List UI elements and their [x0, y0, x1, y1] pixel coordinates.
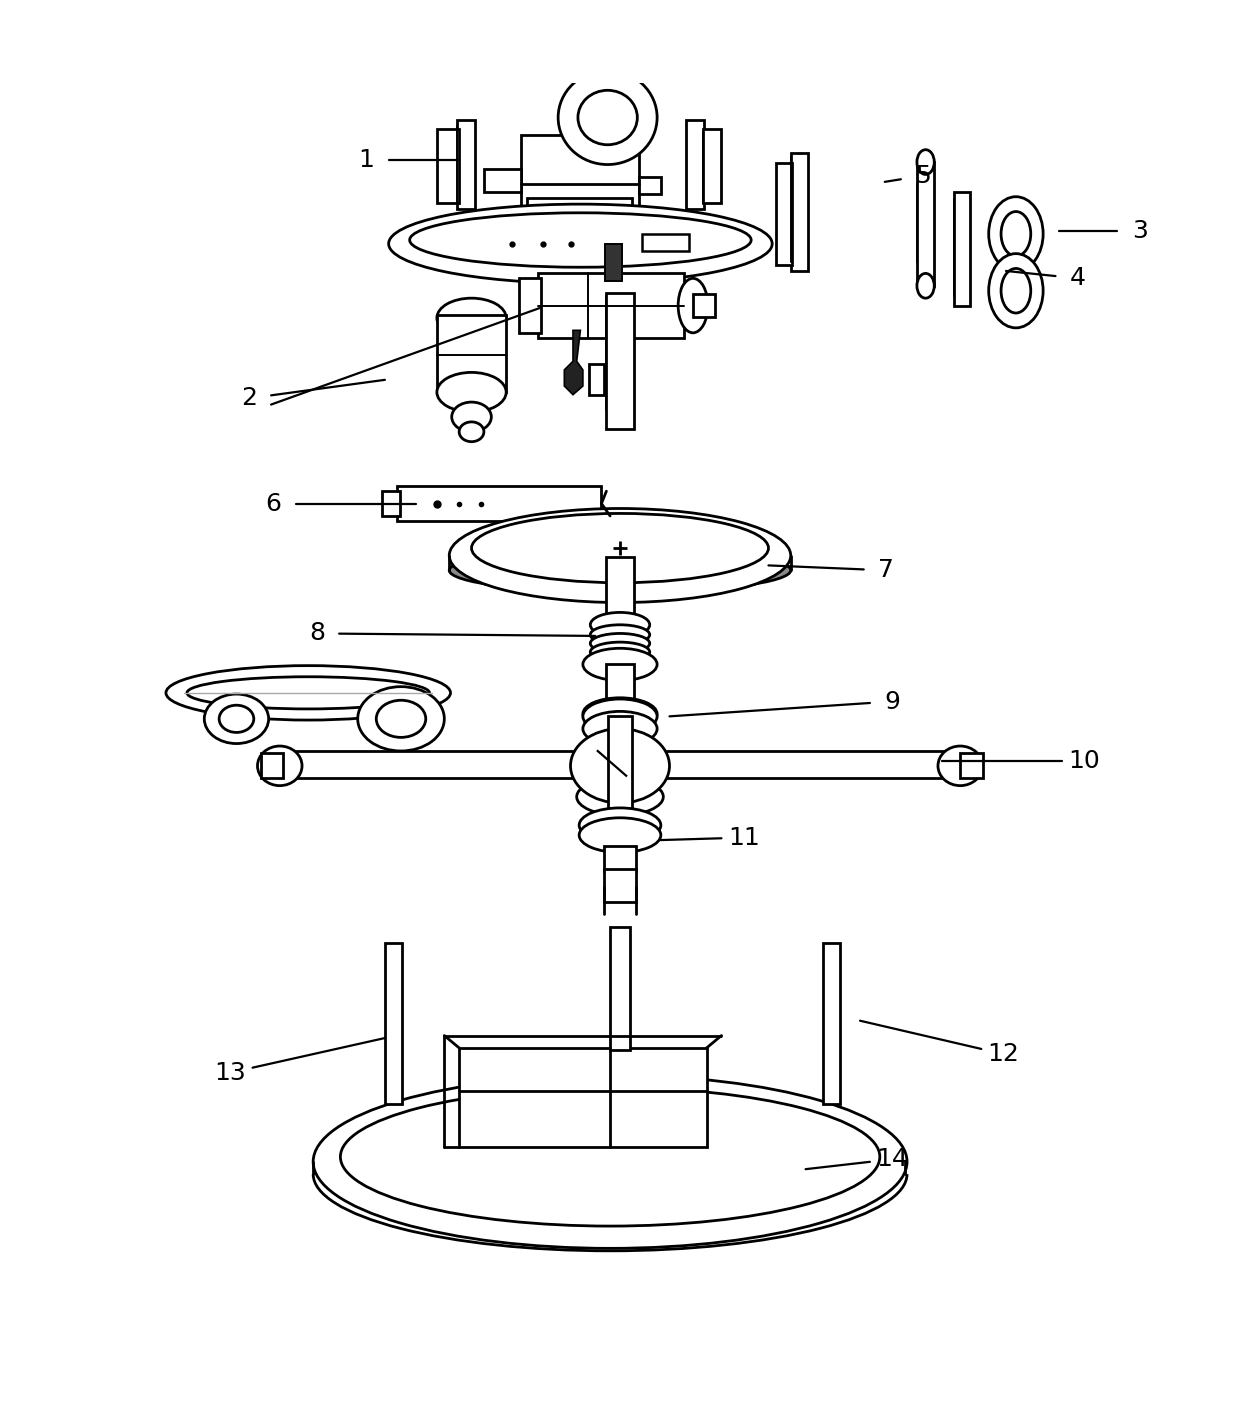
Ellipse shape [471, 513, 769, 582]
Polygon shape [564, 330, 583, 394]
Ellipse shape [583, 699, 657, 734]
Ellipse shape [579, 808, 661, 843]
Text: 10: 10 [1068, 749, 1100, 773]
Bar [484, 170, 521, 192]
Bar [606, 557, 634, 624]
Text: 1: 1 [358, 147, 374, 171]
Text: 11: 11 [728, 825, 760, 850]
Bar [604, 868, 636, 902]
Text: 13: 13 [215, 1061, 247, 1085]
Ellipse shape [583, 711, 657, 746]
Ellipse shape [590, 652, 650, 676]
Text: 12: 12 [987, 1042, 1019, 1066]
Bar [686, 121, 704, 209]
Ellipse shape [590, 624, 650, 644]
Bar [776, 163, 792, 265]
Bar [436, 129, 459, 203]
Ellipse shape [205, 694, 269, 744]
Bar [272, 751, 971, 779]
Ellipse shape [578, 90, 637, 145]
Ellipse shape [166, 665, 450, 720]
Ellipse shape [577, 779, 663, 815]
Bar [384, 943, 402, 1104]
Ellipse shape [187, 676, 429, 709]
Ellipse shape [357, 686, 444, 751]
Bar [436, 316, 506, 393]
Text: 2: 2 [241, 386, 257, 411]
Ellipse shape [436, 299, 506, 338]
Ellipse shape [988, 254, 1043, 328]
Ellipse shape [449, 508, 791, 602]
Ellipse shape [590, 643, 650, 662]
Ellipse shape [1001, 212, 1030, 257]
Ellipse shape [558, 70, 657, 164]
Bar [456, 121, 475, 209]
Text: 14: 14 [877, 1148, 908, 1172]
Ellipse shape [583, 697, 657, 730]
Bar [703, 129, 722, 203]
Ellipse shape [341, 1087, 880, 1226]
Bar [262, 753, 284, 779]
Text: 6: 6 [265, 491, 281, 515]
Bar [589, 363, 604, 394]
Ellipse shape [436, 372, 506, 412]
Ellipse shape [590, 659, 650, 679]
Bar [521, 135, 639, 206]
Ellipse shape [579, 818, 661, 853]
Ellipse shape [449, 549, 791, 592]
Ellipse shape [388, 205, 773, 283]
Bar [693, 295, 715, 317]
Text: 8: 8 [309, 622, 325, 645]
Bar [916, 163, 934, 286]
Bar [791, 153, 808, 271]
Text: 5: 5 [915, 164, 931, 188]
Bar [538, 274, 684, 338]
Ellipse shape [988, 196, 1043, 271]
Bar [606, 293, 634, 429]
Bar [954, 192, 970, 306]
Ellipse shape [570, 728, 670, 803]
Bar [459, 1048, 707, 1146]
Ellipse shape [451, 403, 491, 432]
Bar [606, 665, 634, 714]
Bar [605, 244, 622, 281]
Ellipse shape [937, 746, 982, 786]
Ellipse shape [590, 613, 650, 637]
Bar [606, 711, 634, 776]
Ellipse shape [916, 150, 934, 174]
Bar [610, 926, 630, 1051]
Ellipse shape [590, 651, 650, 671]
Bar [604, 846, 636, 871]
Bar [397, 487, 601, 521]
Text: 4: 4 [1070, 267, 1086, 290]
Ellipse shape [678, 278, 708, 333]
Bar [382, 491, 399, 516]
Ellipse shape [916, 274, 934, 299]
Ellipse shape [583, 648, 657, 680]
Bar [960, 753, 982, 779]
Bar [518, 278, 541, 333]
Bar [639, 177, 661, 194]
Ellipse shape [409, 213, 751, 267]
Ellipse shape [376, 700, 425, 738]
Text: 3: 3 [1132, 219, 1147, 243]
Text: 9: 9 [884, 689, 900, 714]
Text: 7: 7 [878, 558, 894, 582]
Bar [823, 943, 841, 1104]
Ellipse shape [590, 633, 650, 654]
Bar [527, 198, 632, 213]
Ellipse shape [459, 422, 484, 442]
Ellipse shape [1001, 268, 1030, 313]
Ellipse shape [219, 706, 254, 732]
Bar [608, 717, 632, 833]
Ellipse shape [314, 1075, 906, 1249]
Ellipse shape [258, 746, 303, 786]
Bar [642, 234, 689, 251]
